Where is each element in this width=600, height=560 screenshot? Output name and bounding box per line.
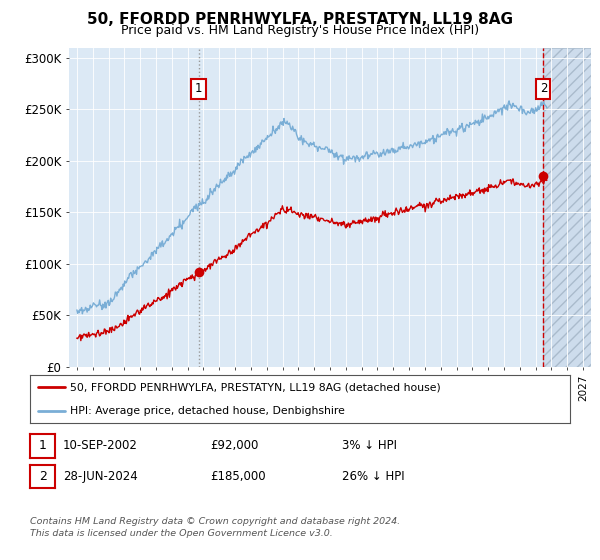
Text: 1: 1 <box>38 439 47 452</box>
Bar <box>544 48 600 367</box>
Text: HPI: Average price, detached house, Denbighshire: HPI: Average price, detached house, Denb… <box>71 406 346 416</box>
Text: 2: 2 <box>38 470 47 483</box>
Text: £92,000: £92,000 <box>210 439 259 452</box>
Text: 1: 1 <box>195 82 202 95</box>
Text: £185,000: £185,000 <box>210 470 266 483</box>
Text: 2: 2 <box>539 82 547 95</box>
Text: Contains HM Land Registry data © Crown copyright and database right 2024.: Contains HM Land Registry data © Crown c… <box>30 517 400 526</box>
Text: 50, FFORDD PENRHWYLFA, PRESTATYN, LL19 8AG: 50, FFORDD PENRHWYLFA, PRESTATYN, LL19 8… <box>87 12 513 27</box>
Text: This data is licensed under the Open Government Licence v3.0.: This data is licensed under the Open Gov… <box>30 529 333 538</box>
Text: 10-SEP-2002: 10-SEP-2002 <box>63 439 138 452</box>
Bar <box>544 48 600 367</box>
Text: 50, FFORDD PENRHWYLFA, PRESTATYN, LL19 8AG (detached house): 50, FFORDD PENRHWYLFA, PRESTATYN, LL19 8… <box>71 382 441 392</box>
Text: Price paid vs. HM Land Registry's House Price Index (HPI): Price paid vs. HM Land Registry's House … <box>121 24 479 37</box>
Text: 3% ↓ HPI: 3% ↓ HPI <box>342 439 397 452</box>
Text: 26% ↓ HPI: 26% ↓ HPI <box>342 470 404 483</box>
Text: 28-JUN-2024: 28-JUN-2024 <box>63 470 138 483</box>
